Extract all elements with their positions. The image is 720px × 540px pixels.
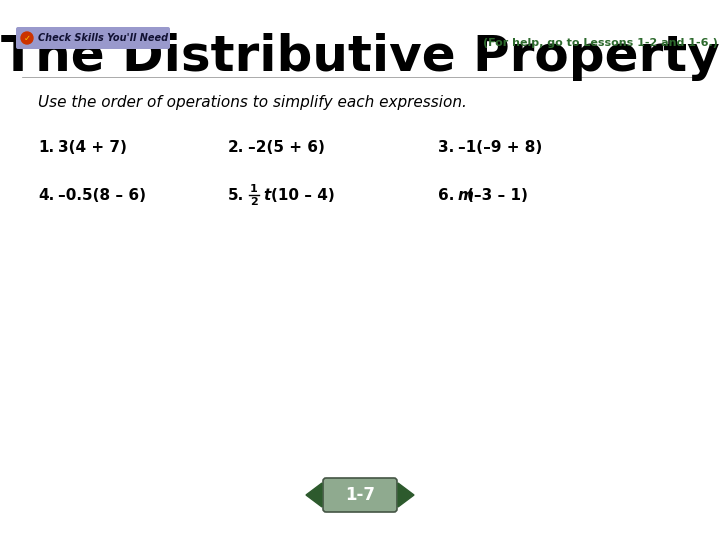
Text: 1: 1 xyxy=(250,184,258,194)
Text: Use the order of operations to simplify each expression.: Use the order of operations to simplify … xyxy=(38,96,467,111)
Text: (For help, go to Lessons 1-2 and 1-6.): (For help, go to Lessons 1-2 and 1-6.) xyxy=(483,38,718,48)
Text: –0.5(8 – 6): –0.5(8 – 6) xyxy=(58,187,146,202)
Text: m: m xyxy=(458,187,474,202)
Text: 3.: 3. xyxy=(438,140,454,156)
Text: 5.: 5. xyxy=(228,187,244,202)
FancyBboxPatch shape xyxy=(16,27,170,49)
Polygon shape xyxy=(398,483,414,507)
Text: 1.: 1. xyxy=(38,140,54,156)
Text: (–3 – 1): (–3 – 1) xyxy=(467,187,528,202)
Text: –2(5 + 6): –2(5 + 6) xyxy=(248,140,325,156)
Text: The Distributive Property: The Distributive Property xyxy=(1,33,719,81)
Text: (10 – 4): (10 – 4) xyxy=(271,187,335,202)
Text: Check Skills You'll Need: Check Skills You'll Need xyxy=(38,33,168,43)
Text: 2: 2 xyxy=(250,197,258,207)
Text: 2.: 2. xyxy=(228,140,244,156)
Text: 3(4 + 7): 3(4 + 7) xyxy=(58,140,127,156)
Polygon shape xyxy=(306,483,322,507)
Circle shape xyxy=(21,32,33,44)
Text: ✓: ✓ xyxy=(24,34,30,43)
Text: 6.: 6. xyxy=(438,187,454,202)
Text: t: t xyxy=(263,187,270,202)
Text: 1-7: 1-7 xyxy=(345,486,375,504)
Text: –1(–9 + 8): –1(–9 + 8) xyxy=(458,140,542,156)
FancyBboxPatch shape xyxy=(323,478,397,512)
Text: 4.: 4. xyxy=(38,187,54,202)
